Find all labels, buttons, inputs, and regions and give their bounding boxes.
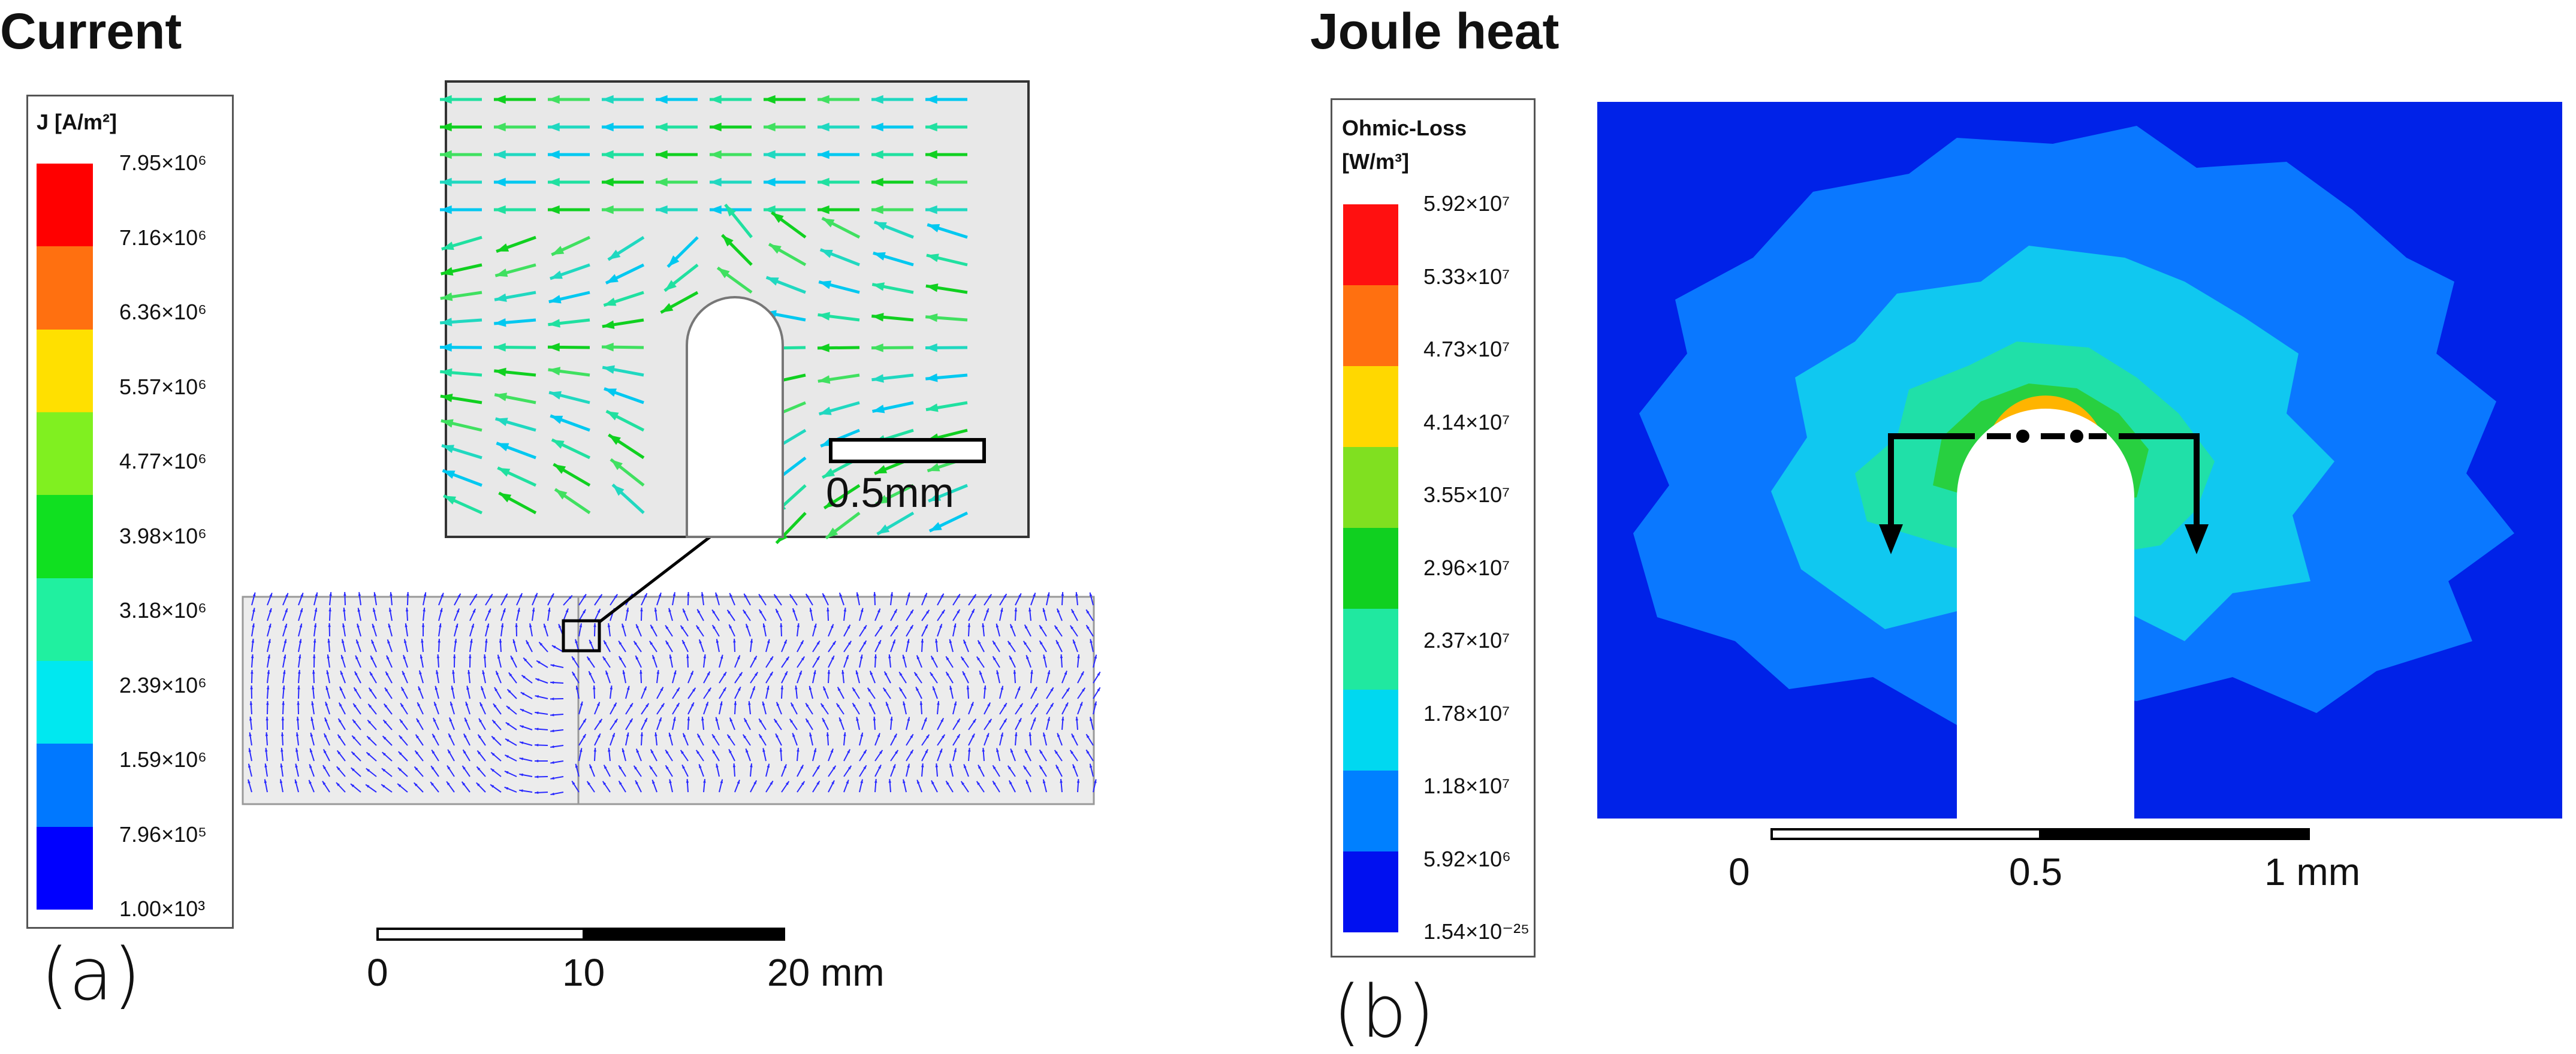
joule-legend-label-line1: Ohmic-Loss: [1342, 113, 1467, 143]
joule-color-seg: [1343, 690, 1398, 771]
joule-tick-label: 1.54×10⁻²⁵: [1423, 919, 1530, 944]
joule-tick-label: 2.96×10⁷: [1423, 555, 1510, 581]
joule-legend-label-line2: [W/m³]: [1342, 147, 1409, 177]
scale-bar-a: [372, 926, 803, 944]
joule-legend: Ohmic-Loss [W/m³] 5.92×10⁷ 5.33×10⁷ 4.73×1…: [1331, 98, 1536, 958]
inset-scale-bar: [831, 440, 984, 461]
joule-color-seg: [1343, 285, 1398, 366]
scale-b-label-05: 0.5: [2009, 850, 2062, 894]
joule-color-seg: [1343, 528, 1398, 609]
joule-tick-label: 4.14×10⁷: [1423, 410, 1510, 435]
joule-tick-label: 5.92×10⁶: [1423, 847, 1511, 872]
joule-color-seg: [1343, 609, 1398, 690]
joule-tick-label: 1.18×10⁷: [1423, 774, 1510, 799]
joule-color-bar: [1343, 204, 1398, 932]
scale-b-label-0: 0: [1729, 850, 1750, 894]
scale-a-label-0: 0: [367, 950, 388, 995]
joule-heat-contour-map: [1597, 102, 2562, 819]
joule-tick-label: 5.33×10⁷: [1423, 264, 1510, 289]
panel-b-letter: (b): [1333, 977, 1435, 1049]
slot-cutout: [687, 297, 783, 537]
scale-a-label-20: 20 mm: [767, 950, 885, 995]
joule-tick-label: 3.55×10⁷: [1423, 482, 1510, 508]
panel-b-title: Joule heat: [1310, 6, 1559, 56]
slot-cutout-b: [1957, 409, 2134, 819]
inset-scale-label: 0.5mm: [826, 469, 954, 517]
joule-color-seg: [1343, 851, 1398, 932]
scale-a-label-10: 10: [562, 950, 605, 995]
joule-tick-label: 4.73×10⁷: [1423, 337, 1510, 362]
scale-b-label-1mm: 1 mm: [2264, 850, 2360, 894]
joule-tick-label: 1.78×10⁷: [1423, 701, 1510, 726]
joule-color-seg: [1343, 447, 1398, 528]
joule-color-seg: [1343, 366, 1398, 447]
joule-color-seg: [1343, 771, 1398, 851]
scale-bar-b: [1766, 826, 2317, 844]
joule-tick-label: 2.37×10⁷: [1423, 628, 1510, 653]
joule-tick-label: 5.92×10⁷: [1423, 191, 1510, 216]
joule-color-seg: [1343, 204, 1398, 285]
